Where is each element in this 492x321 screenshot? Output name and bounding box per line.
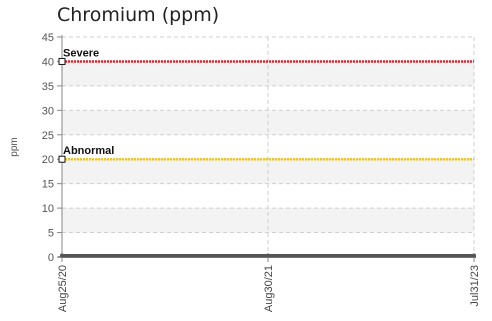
chart-title: Chromium (ppm): [57, 4, 220, 26]
series-point: [266, 253, 270, 258]
x-tick-labels: Aug25/20 Aug30/21 Jul31/23: [57, 265, 481, 312]
threshold-lines: Severe Abnormal: [58, 47, 474, 163]
y-tick-label: 30: [42, 105, 54, 117]
series-point: [472, 253, 476, 258]
x-tick-label: Aug30/21: [263, 265, 275, 312]
y-tick-label: 40: [42, 56, 54, 68]
y-tick-label: 10: [42, 203, 54, 215]
threshold-label-severe: Severe: [63, 47, 99, 59]
y-tick-label: 5: [48, 228, 54, 240]
y-tick-label: 15: [42, 179, 54, 191]
threshold-marker: [58, 57, 66, 65]
y-tick-labels: 0 5 10 15 20 25 30 35 40 45: [42, 32, 54, 264]
y-tick-label: 35: [42, 81, 54, 93]
data-series: [60, 253, 476, 258]
series-point: [60, 253, 64, 258]
x-tick-label: Aug25/20: [57, 265, 69, 312]
y-tick-label: 45: [42, 32, 54, 44]
y-tick-label: 20: [42, 154, 54, 166]
y-tick-label: 0: [48, 252, 54, 264]
threshold-label-abnormal: Abnormal: [63, 145, 114, 157]
y-tick-label: 25: [42, 130, 54, 142]
threshold-marker: [58, 155, 66, 163]
x-tick-label: Jul31/23: [469, 265, 481, 307]
y-axis-label: ppm: [9, 137, 20, 156]
